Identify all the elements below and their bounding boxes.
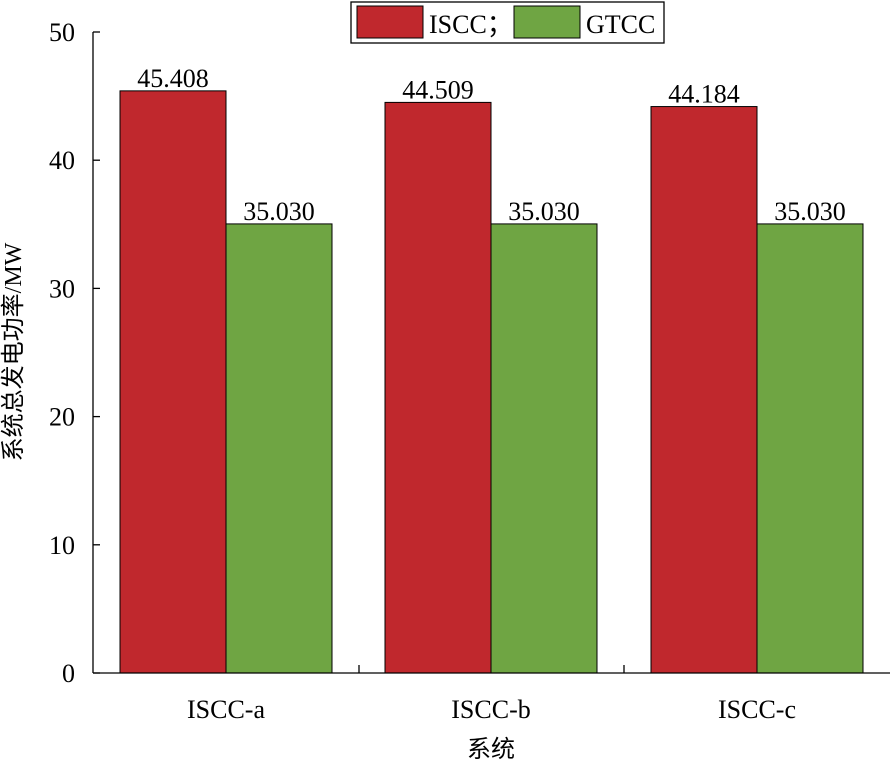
y-tick-label: 50	[49, 18, 75, 47]
legend-swatch-gtcc	[513, 5, 581, 39]
bar-iscc-b-series-1	[490, 223, 598, 674]
y-axis-label: 系统总发电功率/MW	[0, 242, 27, 461]
legend-swatch-iscc	[356, 5, 424, 39]
x-ticks-layer: ISCC-a ISCC-b ISCC-c	[187, 665, 796, 724]
bar-iscc-c-series-1	[756, 223, 864, 674]
bar-value-label: 35.030	[243, 197, 315, 226]
legend-label-gtcc: GTCC	[586, 10, 655, 39]
bar-iscc-b-series-0	[384, 101, 492, 674]
y-tick-label: 20	[49, 403, 75, 432]
y-ticks-layer: 0 10 20 30 40 50	[49, 18, 100, 688]
y-tick-label: 0	[62, 659, 75, 688]
legend-label-iscc: ISCC；	[429, 10, 513, 39]
y-tick-label: 30	[49, 274, 75, 303]
bar-value-label: 35.030	[508, 197, 580, 226]
x-tick-label: ISCC-c	[718, 695, 796, 724]
bar-value-label: 44.509	[402, 75, 474, 104]
x-tick-label: ISCC-a	[187, 695, 265, 724]
y-tick-label: 40	[49, 146, 75, 175]
bar-value-label: 44.184	[668, 80, 740, 109]
data-labels-layer: 45.408 35.030 44.509 35.030 44.184 35.030	[137, 64, 846, 226]
legend: ISCC； GTCC	[350, 1, 665, 44]
bar-iscc-a-series-0	[119, 90, 227, 674]
bar-iscc-a-series-1	[225, 223, 333, 674]
bar-value-label: 35.030	[774, 197, 846, 226]
bar-iscc-c-series-0	[650, 106, 758, 674]
axes-layer	[92, 32, 890, 674]
bars-layer	[119, 90, 864, 674]
x-axis-label: 系统	[467, 736, 515, 763]
x-tick-label: ISCC-b	[451, 695, 530, 724]
y-tick-label: 10	[49, 531, 75, 560]
bar-value-label: 45.408	[137, 64, 209, 93]
